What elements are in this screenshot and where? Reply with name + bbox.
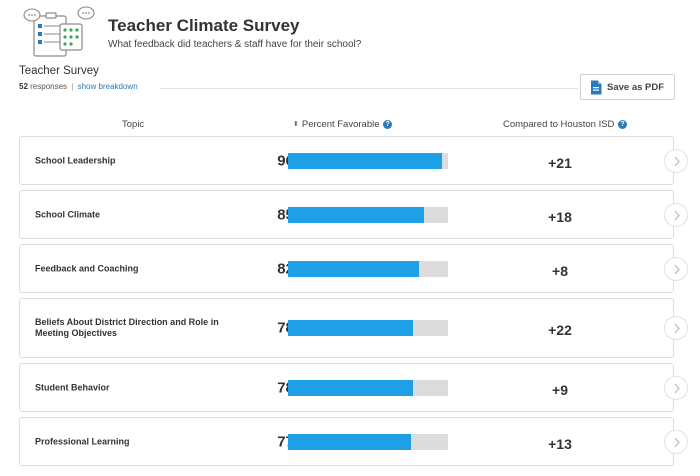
percent-favorable-label: Percent Favorable (301, 119, 380, 130)
favorable-bar-fill (288, 379, 413, 396)
topic-label: Professional Learning (35, 436, 130, 446)
pdf-file-icon (590, 80, 602, 95)
survey-clipboard-icon (22, 6, 98, 58)
page-title: Teacher Climate Survey (108, 16, 300, 35)
compared-delta: +8 (552, 262, 568, 279)
favorable-bar (288, 206, 448, 223)
save-as-pdf-label: Save as PDF (607, 82, 665, 93)
favorable-bar-fill (288, 152, 442, 169)
chevron-right-icon[interactable] (664, 148, 688, 173)
meta-separator: | (71, 82, 74, 91)
response-count: 52 (19, 82, 28, 91)
favorable-bar-fill (288, 206, 424, 223)
favorable-bar (288, 433, 448, 450)
topic-label: School Climate (35, 209, 101, 219)
compared-delta: +9 (552, 381, 568, 398)
divider (160, 88, 578, 89)
favorable-bar-fill (288, 433, 412, 450)
compared-delta: +21 (548, 154, 572, 171)
topic-label: Feedback and Coaching (35, 263, 139, 273)
chevron-right-icon[interactable] (664, 256, 688, 281)
topic-label: Beliefs About District Direction and Rol… (35, 317, 219, 338)
chevron-right-icon[interactable] (664, 202, 688, 227)
topic-label: Student Behavior (35, 382, 110, 392)
topic-row[interactable]: Student Behavior 78% +9 (19, 363, 688, 412)
favorable-bar-fill (288, 260, 420, 277)
survey-meta: 52 responses | show breakdown (19, 82, 138, 91)
favorable-bar (288, 152, 448, 169)
save-as-pdf-button[interactable]: Save as PDF (580, 74, 675, 100)
chevron-right-icon[interactable] (664, 429, 688, 454)
topic-label: School Leadership (35, 155, 116, 165)
favorable-bar (288, 320, 448, 336)
topic-row[interactable]: Professional Learning 77% +13 (19, 417, 688, 466)
responses-label: responses (30, 82, 68, 91)
compared-delta: +18 (548, 208, 572, 225)
favorable-bar (288, 260, 448, 277)
favorable-bar-fill (288, 320, 413, 336)
column-header-compared: Compared to Houston ISD ? (503, 119, 628, 130)
help-icon[interactable]: ? (383, 120, 393, 129)
topic-row[interactable]: Beliefs About District Direction and Rol… (19, 298, 688, 358)
sort-icon[interactable]: ⬍ (293, 121, 299, 128)
page-header: Teacher Climate Survey What feedback did… (22, 6, 682, 58)
column-header-percent-favorable[interactable]: ⬍ Percent Favorable ? (293, 119, 393, 130)
favorable-bar (288, 379, 448, 396)
topic-row[interactable]: School Leadership 96% +21 (19, 136, 688, 185)
compared-delta: +22 (548, 322, 572, 338)
compared-label: Compared to Houston ISD (503, 119, 615, 130)
column-header-topic: Topic (122, 119, 145, 130)
help-icon[interactable]: ? (618, 120, 628, 129)
topic-row[interactable]: School Climate 85% +18 (19, 190, 688, 239)
chevron-right-icon[interactable] (664, 316, 688, 340)
compared-delta: +13 (548, 435, 572, 452)
show-breakdown-link[interactable]: show breakdown (77, 82, 138, 91)
survey-title: Teacher Survey (19, 65, 99, 77)
topic-row[interactable]: Feedback and Coaching 82% +8 (19, 244, 688, 293)
chevron-right-icon[interactable] (664, 375, 688, 400)
page-subtitle: What feedback did teachers & staff have … (108, 39, 362, 50)
